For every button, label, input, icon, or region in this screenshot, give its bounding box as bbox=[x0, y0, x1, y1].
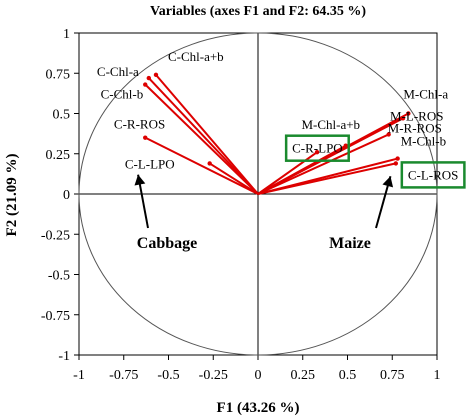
variable-label: C-R-LPO bbox=[292, 141, 343, 156]
variable-label: C-R-ROS bbox=[114, 117, 165, 132]
vector-point bbox=[153, 72, 159, 78]
variable-label: C-L-ROS bbox=[408, 167, 459, 182]
group-label-cabbage: Cabbage bbox=[137, 235, 197, 252]
vector-line bbox=[155, 74, 259, 195]
vector-point bbox=[386, 132, 391, 137]
correlation-circle bbox=[78, 32, 438, 356]
x-axis-title: F1 (43.26 %) bbox=[217, 400, 300, 416]
y-tick-label: 0.25 bbox=[46, 148, 71, 163]
vector-line bbox=[148, 77, 259, 195]
x-tick-label: 0.5 bbox=[339, 368, 357, 383]
y-tick-label: -0.25 bbox=[41, 228, 70, 243]
vector-line bbox=[144, 83, 259, 195]
vector-line bbox=[257, 117, 404, 195]
vector-point bbox=[400, 116, 406, 121]
x-tick-label: 0.25 bbox=[291, 368, 316, 383]
vector-line bbox=[257, 151, 318, 195]
vector-line bbox=[144, 136, 259, 195]
vector-point bbox=[395, 156, 400, 161]
y-tick-label: 0 bbox=[63, 188, 70, 203]
variable-label: M-Chl-b bbox=[401, 134, 447, 149]
vector-point bbox=[406, 111, 411, 116]
annotation-arrow-head bbox=[134, 174, 146, 186]
vector-point bbox=[146, 75, 152, 81]
vector-line bbox=[257, 162, 397, 195]
variable-label: M-L-ROS bbox=[390, 108, 443, 123]
vector-point bbox=[207, 161, 212, 166]
vector-point bbox=[143, 135, 148, 140]
variable-label: M-Chl-a bbox=[403, 87, 448, 102]
variable-label: C-Chl-b bbox=[101, 87, 144, 102]
x-tick-label: -0.5 bbox=[157, 368, 179, 383]
axes-layer: -1 -0.75 -0.5 -0.25 0 0.25 0.5 0.75 1 -1 -0.75 -0.5… bbox=[41, 27, 441, 383]
x-tick-label: 0.75 bbox=[380, 368, 405, 383]
x-tick-label: 1 bbox=[434, 368, 441, 383]
x-tick-label: -0.75 bbox=[109, 368, 138, 383]
annotation-layer: Cabbage Maize bbox=[134, 174, 394, 252]
x-tick-label: -0.25 bbox=[199, 368, 228, 383]
variable-label: M-Chl-a+b bbox=[301, 117, 360, 132]
x-tick-label: -1 bbox=[73, 368, 85, 383]
annotation-arrow-head bbox=[382, 176, 394, 188]
label-highlight-box bbox=[284, 134, 350, 162]
label-highlight-box bbox=[400, 161, 466, 189]
y-tick-label: -1 bbox=[58, 349, 70, 364]
vector-point bbox=[314, 149, 320, 155]
correlation-circle-layer bbox=[78, 32, 438, 356]
y-tick-label: -0.5 bbox=[48, 269, 70, 284]
y-tick-label: 1 bbox=[63, 27, 70, 42]
vector-point bbox=[143, 82, 148, 87]
variable-label: C-Chl-a bbox=[97, 64, 139, 79]
chart-title: Variables (axes F1 and F2: 64.35 %) bbox=[150, 4, 366, 19]
y-tick-label: 0.75 bbox=[46, 67, 71, 82]
x-tick-label: 0 bbox=[255, 368, 262, 383]
y-axis-title: F2 (21.09 %) bbox=[4, 154, 20, 237]
vector-layer bbox=[143, 72, 411, 195]
label-layer: C-Chl-a+b C-Chl-a C-Chl-b C-R-ROS C-L-LPO M-C… bbox=[97, 49, 466, 189]
vector-line bbox=[257, 133, 390, 195]
y-tick-label: 0.5 bbox=[53, 108, 71, 123]
variable-label: M-R-ROS bbox=[388, 120, 442, 135]
y-tick-label: -0.75 bbox=[41, 309, 70, 324]
group-label-maize: Maize bbox=[329, 235, 371, 252]
vector-point bbox=[393, 161, 399, 166]
variable-label: C-L-LPO bbox=[125, 156, 175, 171]
variable-label: C-Chl-a+b bbox=[168, 49, 224, 64]
vector-line bbox=[209, 162, 259, 195]
